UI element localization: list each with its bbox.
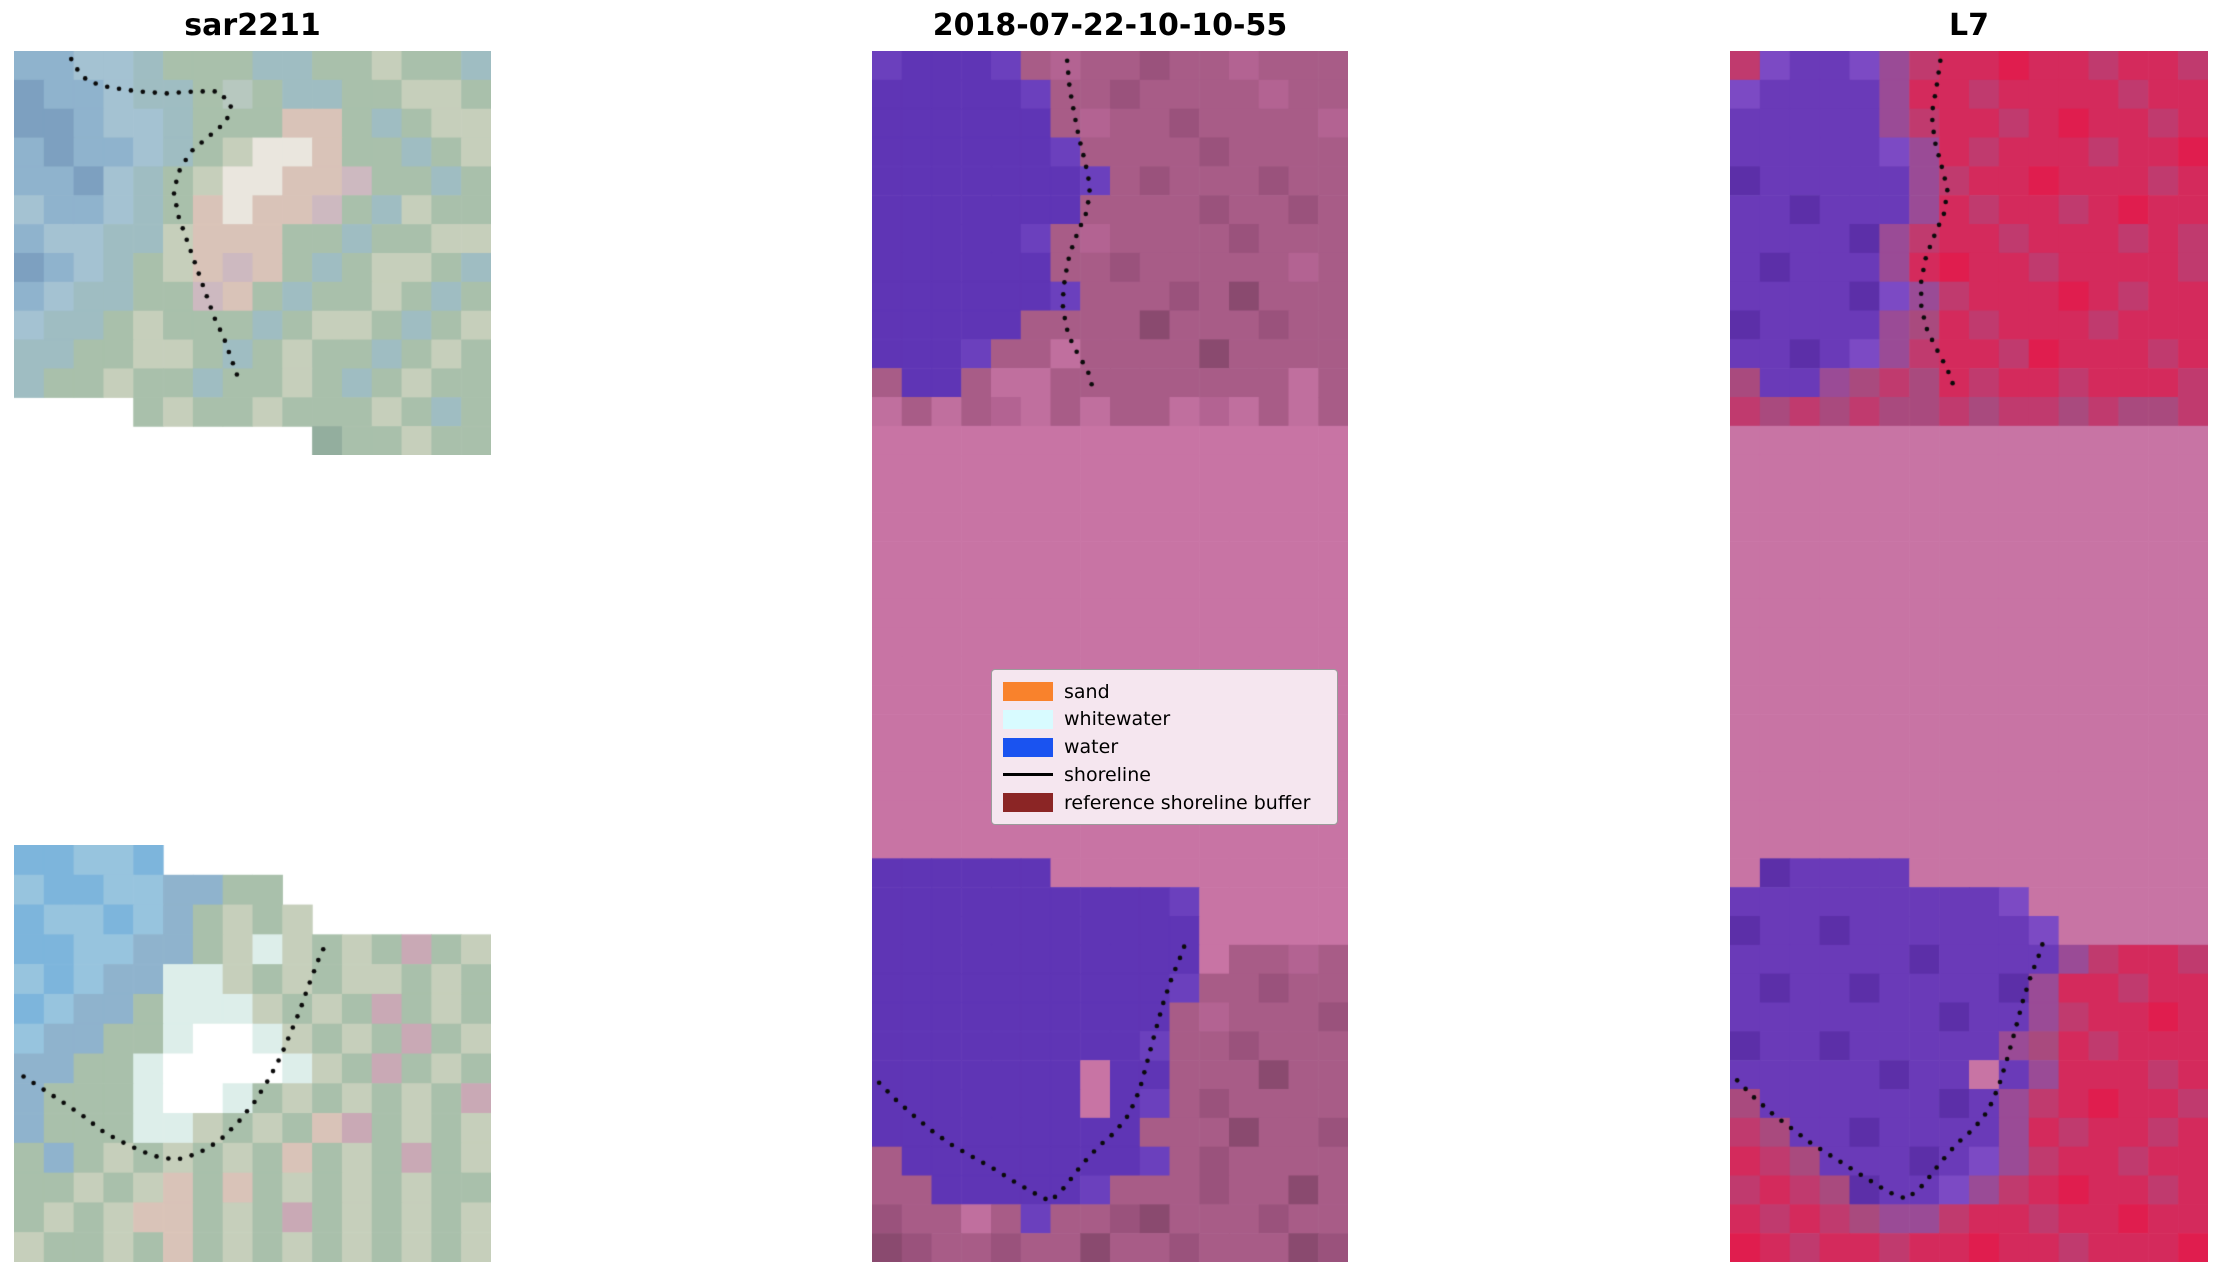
legend-label-reference-shoreline-buffer: reference shoreline buffer — [1064, 791, 1311, 814]
legend-item-shoreline: shoreline — [1003, 762, 1326, 787]
panel-title-l7: L7 — [1949, 8, 1989, 43]
legend-label-shoreline: shoreline — [1064, 763, 1151, 786]
legend-label-water: water — [1064, 736, 1119, 758]
panel-title-sar2211: sar2211 — [184, 8, 321, 43]
sar-bottom-image — [14, 845, 491, 1262]
legend-label-whitewater: whitewater — [1064, 708, 1171, 731]
legend-item-water: water — [1003, 735, 1326, 760]
legend-item-reference-shoreline-buffer: reference shoreline buffer — [1003, 790, 1326, 815]
legend-label-sand: sand — [1064, 680, 1110, 703]
shoreline-line-icon — [1003, 773, 1053, 777]
l7-image — [1730, 51, 2208, 1262]
water-swatch — [1003, 737, 1053, 757]
classified-image — [872, 51, 1348, 1262]
sand-swatch — [1003, 682, 1053, 701]
reference-shoreline-buffer-swatch — [1003, 793, 1053, 812]
legend-item-sand: sand — [1003, 679, 1326, 704]
sar-top-image — [14, 51, 491, 455]
panel-title-date: 2018-07-22-10-10-55 — [932, 8, 1288, 43]
legend: sand whitewater water shoreline referenc… — [991, 669, 1338, 825]
shoreline-line-swatch — [1003, 765, 1053, 784]
whitewater-swatch — [1003, 709, 1053, 729]
legend-item-whitewater: whitewater — [1003, 707, 1326, 732]
